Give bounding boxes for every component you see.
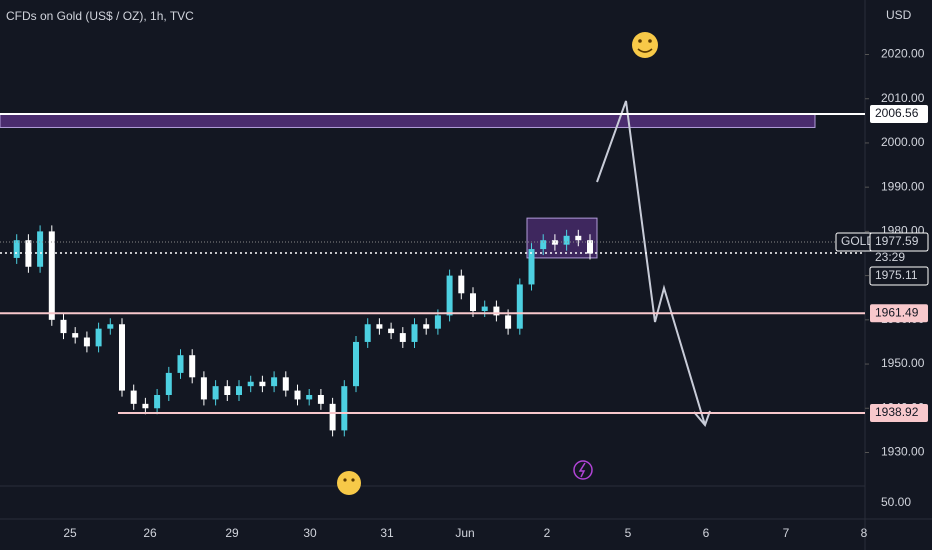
level-tag	[870, 404, 928, 423]
candle-body	[388, 328, 395, 334]
x-tick-label: 31	[380, 526, 394, 540]
candle-body	[329, 403, 336, 431]
candle-body	[563, 235, 570, 245]
countdown: 23:29	[875, 250, 905, 264]
candle-body	[540, 240, 547, 250]
candle-body	[247, 381, 254, 387]
neutral-icon	[337, 471, 361, 495]
consolidation-box	[526, 217, 598, 259]
x-tick-label: 8	[861, 526, 868, 540]
candle-body	[341, 386, 348, 431]
y-tick-label: 2020.00	[881, 47, 925, 61]
candle-body	[259, 381, 266, 387]
candle-body	[200, 377, 207, 400]
candle-body	[236, 386, 242, 396]
level-label: 1961.49	[875, 305, 919, 319]
event-icon	[573, 460, 593, 480]
x-tick-label: 6	[703, 526, 710, 540]
currency: USD	[886, 8, 912, 22]
candle-body	[119, 324, 125, 391]
smiley-icon	[632, 32, 658, 58]
candle-body	[411, 324, 418, 342]
candle-body	[470, 293, 476, 311]
candle-body	[95, 328, 102, 347]
last-price-label: 1977.59	[875, 234, 919, 248]
level-tag	[870, 304, 928, 323]
level-label: 2006.56	[875, 106, 919, 120]
candle-body	[142, 403, 149, 409]
y-tick-label: 2010.00	[881, 91, 925, 105]
candle-body	[458, 275, 465, 294]
candle-body	[48, 231, 55, 320]
y-tick-label: 1990.00	[881, 179, 925, 193]
y-tick-label: 1930.00	[881, 445, 925, 459]
x-tick-label: 25	[63, 526, 77, 540]
candle-body	[294, 390, 301, 400]
candle-body	[83, 337, 90, 347]
candle-body	[13, 240, 20, 258]
candle-body	[434, 315, 441, 329]
x-tick-label: 7	[783, 526, 790, 540]
x-tick-label: 26	[143, 526, 157, 540]
candle-body	[353, 341, 359, 387]
candle-body	[376, 324, 383, 329]
bid-price-tag	[869, 266, 929, 286]
candle-body	[271, 377, 278, 387]
candle-body	[224, 386, 231, 396]
candle-body	[154, 395, 161, 409]
supply-zone	[0, 113, 816, 128]
candle-body	[575, 235, 582, 241]
candle-body	[528, 249, 535, 285]
candle-body	[165, 372, 172, 396]
candle-body	[72, 333, 79, 338]
chart-title: CFDs on Gold (US$ / OZ), 1h, TVC	[6, 9, 194, 23]
series-name: GOLD	[841, 234, 875, 248]
x-tick-label: 30	[303, 526, 317, 540]
candle-body	[551, 240, 558, 245]
candle-body	[60, 319, 67, 334]
bid-price-label: 1975.11	[875, 268, 918, 282]
candle-body	[37, 231, 44, 267]
x-tick-label: 2	[544, 526, 551, 540]
y-tick-label: 2000.00	[881, 135, 925, 149]
lower-pane-tick: 50.00	[881, 495, 911, 509]
candle-body	[282, 377, 289, 391]
x-tick-label: 5	[625, 526, 632, 540]
candle-body	[364, 324, 371, 342]
level-label: 1938.92	[875, 405, 919, 419]
arrow-head	[693, 410, 711, 427]
candle-body	[189, 355, 196, 378]
candle-body	[446, 275, 453, 316]
candle-body	[317, 395, 324, 404]
x-tick-label: Jun	[455, 526, 474, 540]
candle-body	[505, 315, 512, 329]
projection-arrow	[596, 100, 706, 426]
candle-body	[493, 306, 500, 316]
y-tick-label: 1950.00	[881, 356, 925, 370]
candle-body	[481, 306, 488, 311]
level-tag	[870, 104, 928, 123]
candle-body	[177, 355, 184, 373]
candle-body	[399, 333, 406, 342]
candle-body	[423, 324, 430, 329]
candle-body	[130, 390, 137, 404]
candle-body	[107, 324, 114, 329]
candle-body	[306, 395, 313, 400]
candle-body	[516, 284, 523, 329]
last-price-tag	[869, 232, 929, 252]
candle-body	[25, 240, 32, 267]
candle-body	[212, 386, 219, 400]
x-tick-label: 29	[225, 526, 239, 540]
candle-body	[587, 240, 593, 254]
